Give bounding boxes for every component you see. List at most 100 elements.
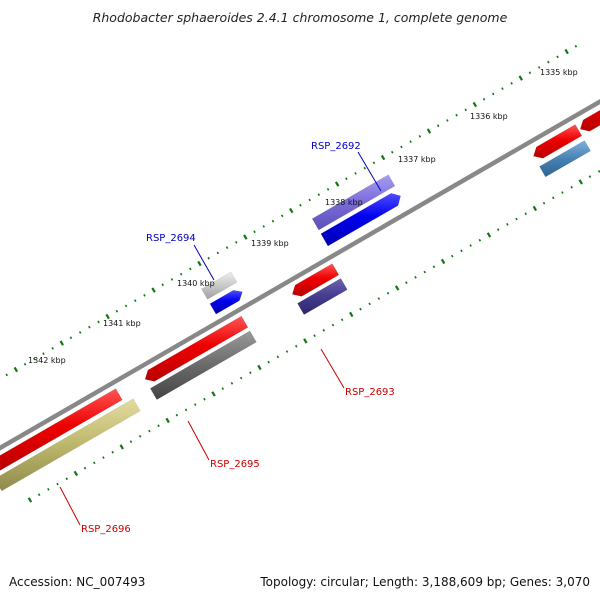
- ruler-tick: [334, 181, 340, 187]
- ruler-tick: [469, 244, 472, 247]
- ruler-tick: [129, 440, 133, 444]
- ruler-tick: [157, 424, 160, 428]
- ruler-tick: [440, 258, 446, 265]
- ruler-tick: [249, 371, 252, 375]
- ruler-tick: [143, 293, 146, 297]
- ruler-tick: [230, 381, 234, 385]
- gene-label-rsp-2692: RSP_2692: [311, 141, 361, 152]
- ruler-tick: [363, 166, 366, 170]
- ruler-tick: [253, 230, 256, 234]
- ruler-tick: [482, 97, 486, 101]
- ruler-label-kbp: 1335 kbp: [540, 68, 578, 77]
- ruler-tick: [295, 344, 298, 348]
- ruler-tick: [426, 128, 432, 134]
- ruler-tick: [211, 391, 216, 397]
- ruler-tick: [380, 154, 386, 161]
- ruler-tick: [322, 328, 325, 332]
- ruler-tick: [386, 291, 390, 295]
- leader-line-rsp-2693: [320, 348, 345, 389]
- ruler-tick: [73, 470, 79, 477]
- ruler-tick: [501, 87, 504, 91]
- ruler-tick: [354, 172, 357, 175]
- ruler-tick: [372, 161, 376, 165]
- ruler-tick: [345, 177, 348, 181]
- ruler-tick: [97, 320, 100, 324]
- ruler-tick: [83, 466, 87, 470]
- leader-line-rsp-2692: [357, 151, 382, 192]
- ruler-tick: [564, 48, 569, 55]
- ruler-tick: [115, 309, 119, 313]
- ruler-tick: [289, 207, 294, 214]
- ruler-tick: [542, 201, 546, 205]
- ruler-tick: [102, 456, 105, 459]
- ruler-tick: [547, 60, 550, 64]
- ruler-tick: [276, 355, 280, 359]
- ruler-tick: [285, 350, 289, 353]
- ruler-tick: [423, 270, 426, 274]
- leader-line-rsp-2695: [187, 420, 210, 461]
- ruler-tick: [308, 198, 311, 202]
- ruler-tick: [349, 311, 354, 318]
- ruler-tick: [51, 346, 54, 350]
- ruler-tick: [515, 217, 518, 221]
- ruler-tick: [267, 360, 270, 364]
- ruler-tick: [446, 119, 449, 122]
- gene-rsp-2692-product: [311, 174, 396, 231]
- ruler-tick: [326, 187, 330, 191]
- ruler-tick: [464, 108, 467, 112]
- ruler-tick: [151, 287, 156, 293]
- ruler-tick: [194, 403, 197, 406]
- ruler-tick: [303, 338, 308, 344]
- ruler-tick: [578, 179, 583, 185]
- gene-rsp-2693: [291, 263, 340, 297]
- ruler-tick: [299, 203, 302, 207]
- ruler-tick: [588, 175, 592, 179]
- ruler-tick: [510, 81, 513, 85]
- ruler-tick: [496, 228, 500, 232]
- ruler-tick: [414, 275, 417, 279]
- ruler-tick: [13, 366, 19, 373]
- gene-rsp-2691-product: [539, 140, 591, 178]
- ruler-tick: [165, 417, 170, 424]
- gene-rsp-2693-product: [297, 278, 348, 315]
- gene-rsp-2694-product: [201, 271, 238, 300]
- ruler-tick: [111, 450, 114, 454]
- leader-line-rsp-2696: [59, 486, 81, 526]
- ruler-tick: [148, 429, 151, 433]
- gene-label-rsp-2694: RSP_2694: [146, 233, 196, 244]
- ruler-tick: [271, 219, 275, 223]
- ruler-tick: [574, 44, 578, 48]
- ruler-tick: [47, 487, 50, 491]
- ruler-tick: [506, 222, 509, 226]
- ruler-tick: [239, 376, 243, 380]
- gene-rsp-2695: [144, 315, 249, 382]
- ruler-tick: [537, 66, 541, 69]
- ruler-label-kbp: 1339 kbp: [251, 239, 289, 248]
- ruler-tick: [478, 238, 482, 242]
- ruler-tick: [184, 408, 188, 412]
- ruler-tick: [37, 493, 41, 497]
- ruler-tick: [409, 140, 412, 144]
- ruler-track-bottom: [27, 169, 600, 503]
- ruler-tick: [33, 357, 36, 361]
- ruler-tick: [377, 297, 381, 300]
- gene-rsp-2696-product: [0, 398, 141, 492]
- ruler-tick: [313, 334, 316, 338]
- ruler-tick: [561, 191, 564, 194]
- ruler-tick: [280, 214, 284, 218]
- ruler-tick: [225, 246, 229, 250]
- ruler-tick: [432, 265, 436, 269]
- map-title: Rhodobacter sphaeroides 2.4.1 chromosome…: [93, 10, 508, 25]
- gene-rsp-2691: [533, 124, 583, 159]
- ruler-label-kbp: 1342 kbp: [28, 356, 66, 365]
- ruler-tick: [207, 256, 210, 260]
- ruler-tick: [486, 232, 492, 238]
- genome-map-layer: 1335 kbp 1336 kbp 1337 kbp 1338 kbp 1339 kbp…: [0, 44, 600, 535]
- ruler-label-kbp: 1337 kbp: [398, 155, 436, 164]
- ruler-tick: [179, 272, 183, 276]
- ruler-tick: [5, 373, 8, 377]
- ruler-tick: [221, 387, 224, 391]
- ruler-tick: [405, 281, 408, 285]
- ruler-tick: [243, 234, 248, 240]
